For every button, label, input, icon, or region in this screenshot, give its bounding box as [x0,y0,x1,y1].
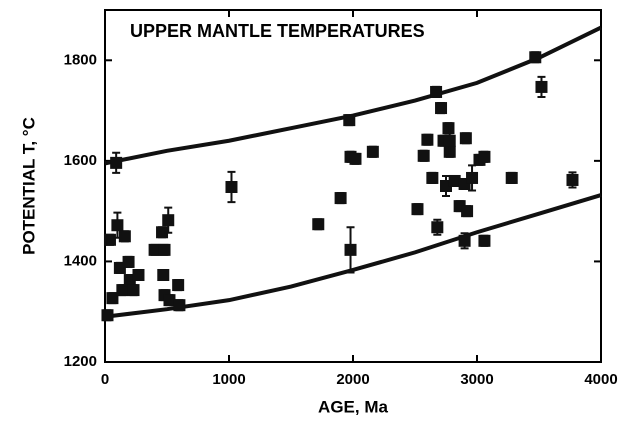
data-point [431,221,444,234]
data-point [566,173,579,186]
x-tick-label: 4000 [584,371,617,388]
data-point [162,214,175,227]
data-point [417,149,430,162]
data-point [443,134,456,147]
data-point [163,294,176,307]
data-point [118,230,131,243]
data-point [459,132,472,145]
y-tick-label: 1200 [64,353,97,370]
y-axis-label: POTENTIAL T, °C [19,117,38,255]
y-tick-label: 1600 [64,152,97,169]
model-curve [104,193,602,319]
data-point [430,85,443,98]
x-tick-label: 1000 [212,371,245,388]
data-point [156,226,169,239]
data-point [103,233,116,246]
data-point [132,269,145,282]
data-point [158,243,171,256]
data-point [172,279,185,292]
y-tick-label: 1400 [64,252,97,269]
data-point [148,243,161,256]
data-point [157,269,170,282]
data-point [529,51,542,64]
x-tick-label: 2000 [336,371,369,388]
data-point [478,234,491,247]
data-point [110,156,123,169]
chart-title: UPPER MANTLE TEMPERATURES [130,21,425,41]
data-point [461,205,474,218]
data-point [312,218,325,231]
data-point [122,255,135,268]
data-point [127,284,140,297]
data-point [421,133,434,146]
data-point [106,292,119,305]
data-point [344,243,357,256]
x-axis-label: AGE, Ma [318,397,388,416]
data-point [442,122,455,135]
data-point [225,181,238,194]
data-point [101,309,114,322]
data-point [458,234,471,247]
data-point [448,174,461,187]
data-point [435,102,448,115]
x-tick-label: 0 [101,371,109,388]
data-point [111,219,124,232]
y-tick-label: 1800 [64,51,97,68]
data-point [349,152,362,165]
data-point [478,150,491,163]
data-point [466,171,479,184]
data-point [426,171,439,184]
data-point [535,80,548,93]
data-point [411,203,424,216]
data-point [173,299,186,312]
model-curve [104,25,602,166]
x-tick-label: 3000 [460,371,493,388]
data-point [116,284,129,297]
data-point [343,114,356,127]
data-point [505,171,518,184]
data-point [366,145,379,158]
data-point [334,192,347,205]
